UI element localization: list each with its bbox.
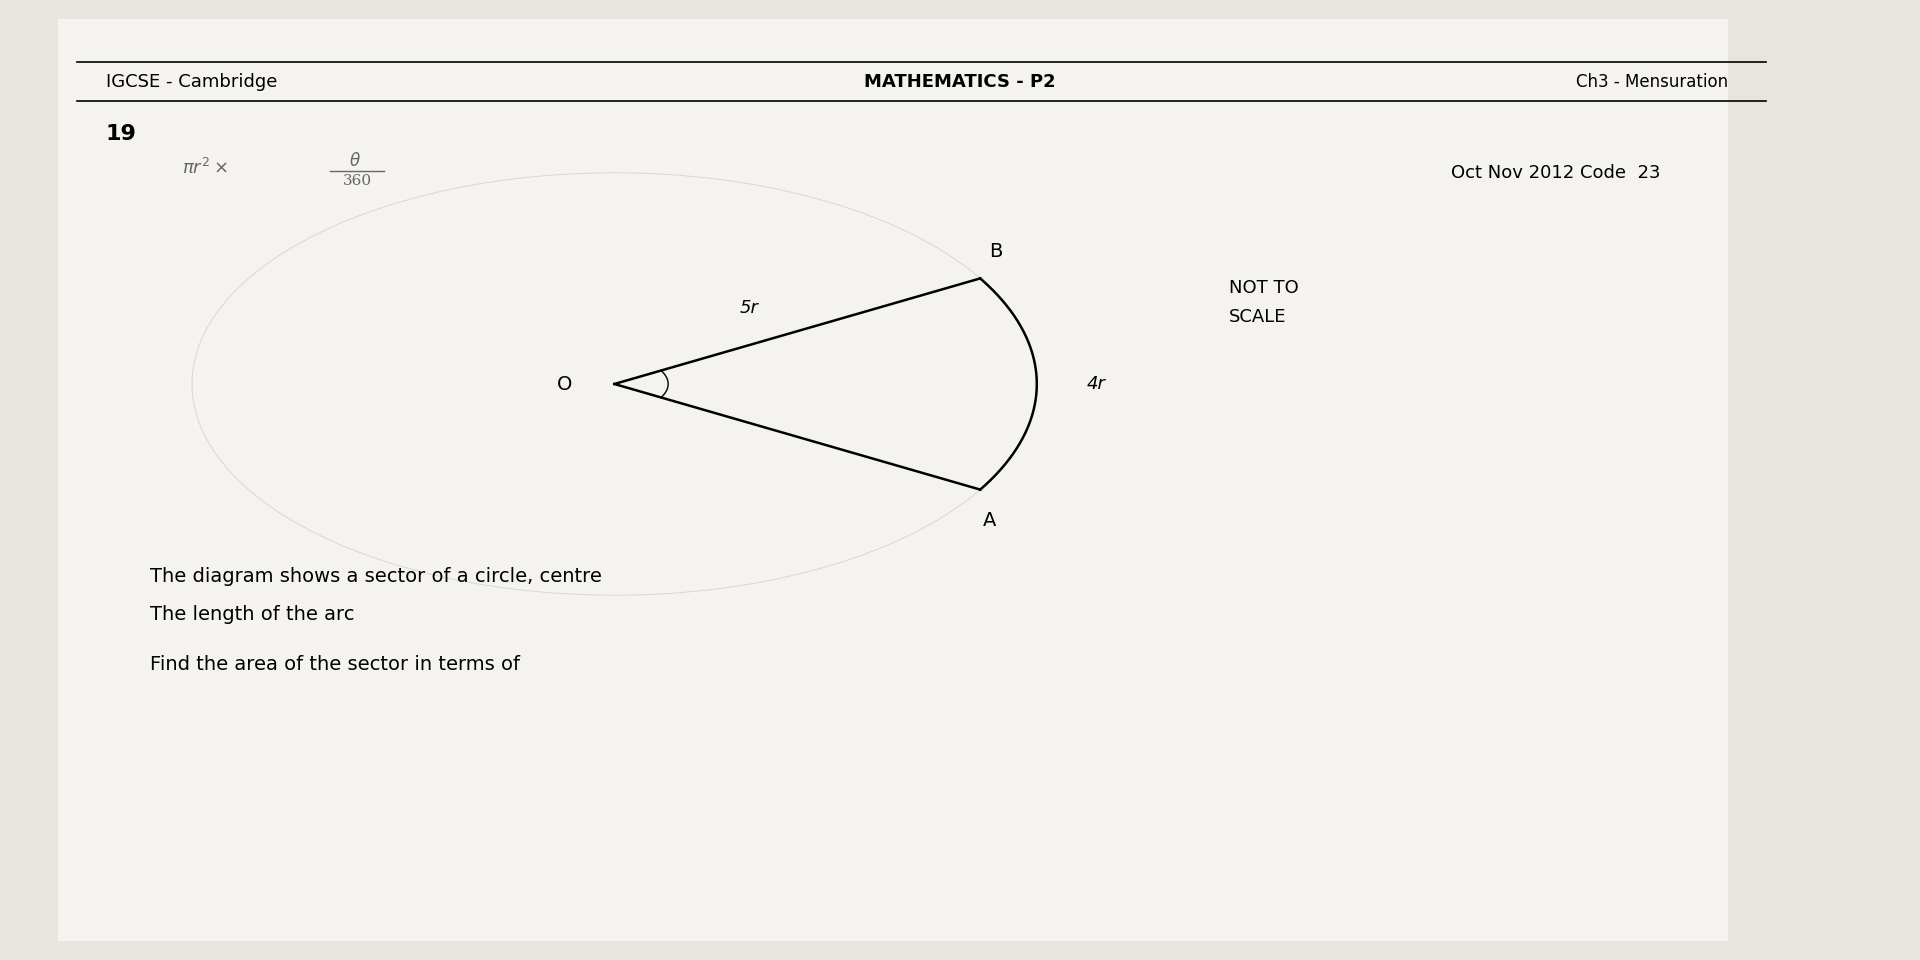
Text: 4r: 4r (1087, 375, 1106, 393)
Text: O: O (557, 374, 572, 394)
Bar (58, 19, 1728, 941)
Text: 360: 360 (342, 175, 372, 188)
Text: $\pi r^2 \times$: $\pi r^2 \times$ (182, 158, 228, 178)
Text: 19: 19 (106, 125, 136, 144)
Text: The diagram shows a sector of a circle, centre: The diagram shows a sector of a circle, … (150, 566, 609, 586)
Text: $\theta$: $\theta$ (349, 153, 361, 170)
Text: A: A (983, 511, 996, 530)
Text: IGCSE - Cambridge: IGCSE - Cambridge (106, 73, 276, 90)
Text: Ch3 - Mensuration: Ch3 - Mensuration (1576, 73, 1728, 90)
Text: MATHEMATICS - P2: MATHEMATICS - P2 (864, 73, 1056, 90)
Text: B: B (989, 242, 1002, 261)
Text: Find the area of the sector in terms of: Find the area of the sector in terms of (150, 655, 526, 674)
Text: SCALE: SCALE (1229, 308, 1286, 325)
Text: Oct Nov 2012 Code  23: Oct Nov 2012 Code 23 (1452, 164, 1661, 181)
Text: The length of the arc: The length of the arc (150, 605, 361, 624)
Text: NOT TO: NOT TO (1229, 279, 1298, 297)
Text: 5r: 5r (739, 300, 758, 317)
